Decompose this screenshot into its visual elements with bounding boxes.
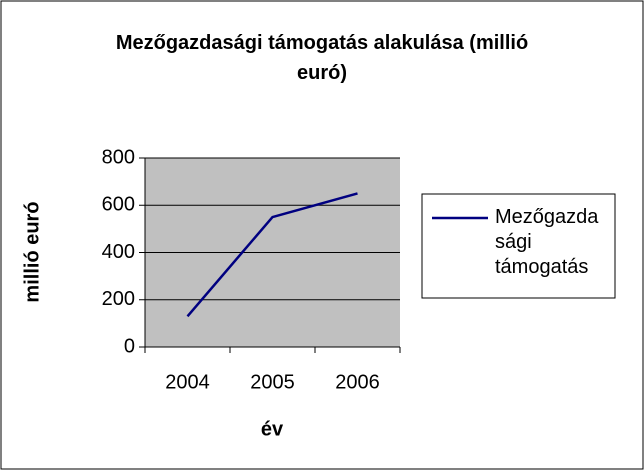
x-tick-label: 2005 <box>250 371 295 393</box>
x-tick-label: 2004 <box>165 371 210 393</box>
legend-box <box>421 193 616 299</box>
y-tick-label: 400 <box>102 241 135 263</box>
y-axis-label: millió euró <box>21 201 43 302</box>
x-axis-label: év <box>261 418 284 440</box>
y-tick-label: 0 <box>124 335 135 357</box>
x-tick-label: 2006 <box>335 371 380 393</box>
legend-label: Mezőgazdasági támogatás <box>495 206 599 278</box>
legend-entry-box: Mezőgazdasági támogatás <box>495 206 599 278</box>
y-tick-label: 600 <box>102 194 135 216</box>
data-line <box>186 192 358 318</box>
y-tick-label: 800 <box>102 146 135 168</box>
y-tick-label: 200 <box>102 288 135 310</box>
title-box: Mezőgazdasági támogatás alakulása (milli… <box>115 32 529 84</box>
chart-title: Mezőgazdasági támogatás alakulása (milli… <box>115 32 529 84</box>
